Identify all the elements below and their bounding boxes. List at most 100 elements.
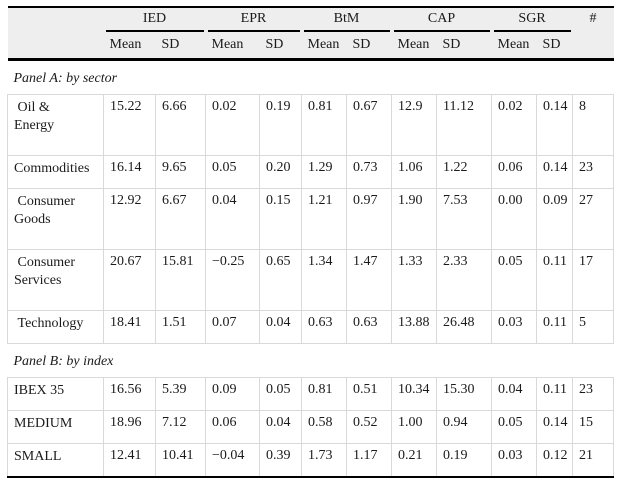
value-cell: 9.65: [154, 155, 207, 189]
value-cell: −0.04: [205, 443, 261, 478]
value-cell: 26.48: [436, 310, 493, 344]
table-header: IED EPR BtM CAP SGR # Mean SD Mean SD Me…: [7, 7, 614, 61]
panel-title-row: Panel A: by sector: [7, 59, 614, 95]
panel-title: Panel B: by index: [7, 343, 614, 378]
value-cell: 0.94: [436, 410, 493, 444]
value-cell: 0.09: [205, 377, 261, 411]
value-cell: 0.81: [301, 377, 348, 411]
value-cell: 0.05: [259, 377, 303, 411]
value-cell: 1.90: [391, 188, 438, 250]
summary-statistics-table: IED EPR BtM CAP SGR # Mean SD Mean SD Me…: [7, 6, 615, 478]
value-cell: 17: [572, 249, 615, 311]
value-cell: 16.56: [103, 377, 156, 411]
value-cell: 0.20: [259, 155, 303, 189]
subheader-mean: Mean: [491, 32, 537, 61]
table-row: MEDIUM 18.96 7.12 0.06 0.04 0.58 0.52 1.00 0.94 0…: [7, 410, 615, 444]
value-cell: 23: [572, 155, 615, 189]
group-header-sgr: SGR: [491, 7, 573, 32]
value-cell: 0.05: [491, 410, 538, 444]
group-label: CAP: [393, 8, 490, 32]
value-cell: 7.53: [436, 188, 493, 250]
table-row: Technology 18.41 1.51 0.07 0.04 0.63 0.63 13.88…: [7, 310, 615, 344]
value-cell: 13.88: [391, 310, 438, 344]
value-cell: 0.07: [205, 310, 261, 344]
group-label: BtM: [303, 8, 390, 32]
value-cell: 1.17: [346, 443, 393, 478]
value-cell: 1.00: [391, 410, 438, 444]
corner-cell: [7, 7, 104, 32]
value-cell: 0.65: [259, 249, 303, 311]
value-cell: −0.25: [205, 249, 261, 311]
subheader-mean: Mean: [103, 32, 156, 61]
value-cell: 0.12: [536, 443, 574, 478]
value-cell: 0.73: [346, 155, 393, 189]
group-header-btm: BtM: [301, 7, 392, 32]
value-cell: 0.06: [205, 410, 261, 444]
value-cell: 23: [572, 377, 615, 411]
value-cell: 0.09: [536, 188, 574, 250]
table-row: Consumer Services 20.67 15.81 −0.25 0.65 1.34…: [7, 249, 615, 311]
value-cell: 0.06: [491, 155, 538, 189]
value-cell: 0.39: [259, 443, 303, 478]
value-cell: 1.33: [391, 249, 438, 311]
table-row: Consumer Goods 12.92 6.67 0.04 0.15 1.21 0.97 1…: [7, 188, 615, 250]
value-cell: 15.30: [436, 377, 493, 411]
value-cell: 1.34: [301, 249, 348, 311]
value-cell: 18.96: [103, 410, 156, 444]
group-label: IED: [105, 8, 204, 32]
value-cell: 11.12: [436, 94, 493, 156]
value-cell: 0.05: [491, 249, 538, 311]
value-cell: 2.33: [436, 249, 493, 311]
group-label: EPR: [207, 8, 300, 32]
value-cell: 15.81: [154, 249, 207, 311]
value-cell: 15: [572, 410, 615, 444]
value-cell: 1.47: [346, 249, 393, 311]
corner-cell: [7, 32, 104, 61]
value-cell: 12.9: [391, 94, 438, 156]
row-label-cell: Technology: [7, 310, 104, 344]
value-cell: 0.19: [436, 443, 493, 478]
table-body: Panel A: by sector Oil & Energy 15.22 6.66…: [7, 59, 615, 478]
value-cell: 12.92: [103, 188, 156, 250]
row-label-cell: Consumer Goods: [7, 188, 104, 250]
value-cell: 10.34: [391, 377, 438, 411]
value-cell: 0.97: [346, 188, 393, 250]
value-cell: 0.14: [536, 94, 574, 156]
value-cell: 0.58: [301, 410, 348, 444]
subheader-empty: [572, 32, 614, 61]
panel-title-row: Panel B: by index: [7, 343, 614, 378]
table-row: SMALL 12.41 10.41 −0.04 0.39 1.73 1.17 0.21 0.19…: [7, 443, 615, 478]
subheader-sd: SD: [536, 32, 573, 61]
value-cell: 0.63: [346, 310, 393, 344]
value-cell: 0.14: [536, 410, 574, 444]
table-row: IBEX 35 16.56 5.39 0.09 0.05 0.81 0.51 10.34 15.…: [7, 377, 615, 411]
value-cell: 0.04: [205, 188, 261, 250]
table-row: Oil & Energy 15.22 6.66 0.02 0.19 0.81 0.67 12.…: [7, 94, 615, 156]
value-cell: 12.41: [103, 443, 156, 478]
value-cell: 0.00: [491, 188, 538, 250]
value-cell: 1.06: [391, 155, 438, 189]
value-cell: 6.66: [154, 94, 207, 156]
value-cell: 0.03: [491, 443, 538, 478]
value-cell: 18.41: [103, 310, 156, 344]
value-cell: 8: [572, 94, 615, 156]
value-cell: 0.04: [259, 310, 303, 344]
value-cell: 0.11: [536, 310, 574, 344]
row-label-cell: SMALL: [7, 443, 104, 478]
value-cell: 0.81: [301, 94, 348, 156]
count-column-header: #: [572, 7, 614, 32]
value-cell: 20.67: [103, 249, 156, 311]
value-cell: 0.02: [205, 94, 261, 156]
value-cell: 21: [572, 443, 615, 478]
subheader-sd: SD: [155, 32, 206, 61]
value-cell: 27: [572, 188, 615, 250]
group-header-row: IED EPR BtM CAP SGR #: [7, 7, 614, 32]
row-label-cell: Oil & Energy: [7, 94, 104, 156]
value-cell: 15.22: [103, 94, 156, 156]
value-cell: 1.21: [301, 188, 348, 250]
subheader-sd: SD: [259, 32, 302, 61]
subheader-row: Mean SD Mean SD Mean SD Mean SD Mean SD: [7, 32, 614, 61]
value-cell: 6.67: [154, 188, 207, 250]
value-cell: 0.04: [491, 377, 538, 411]
group-header-cap: CAP: [391, 7, 492, 32]
